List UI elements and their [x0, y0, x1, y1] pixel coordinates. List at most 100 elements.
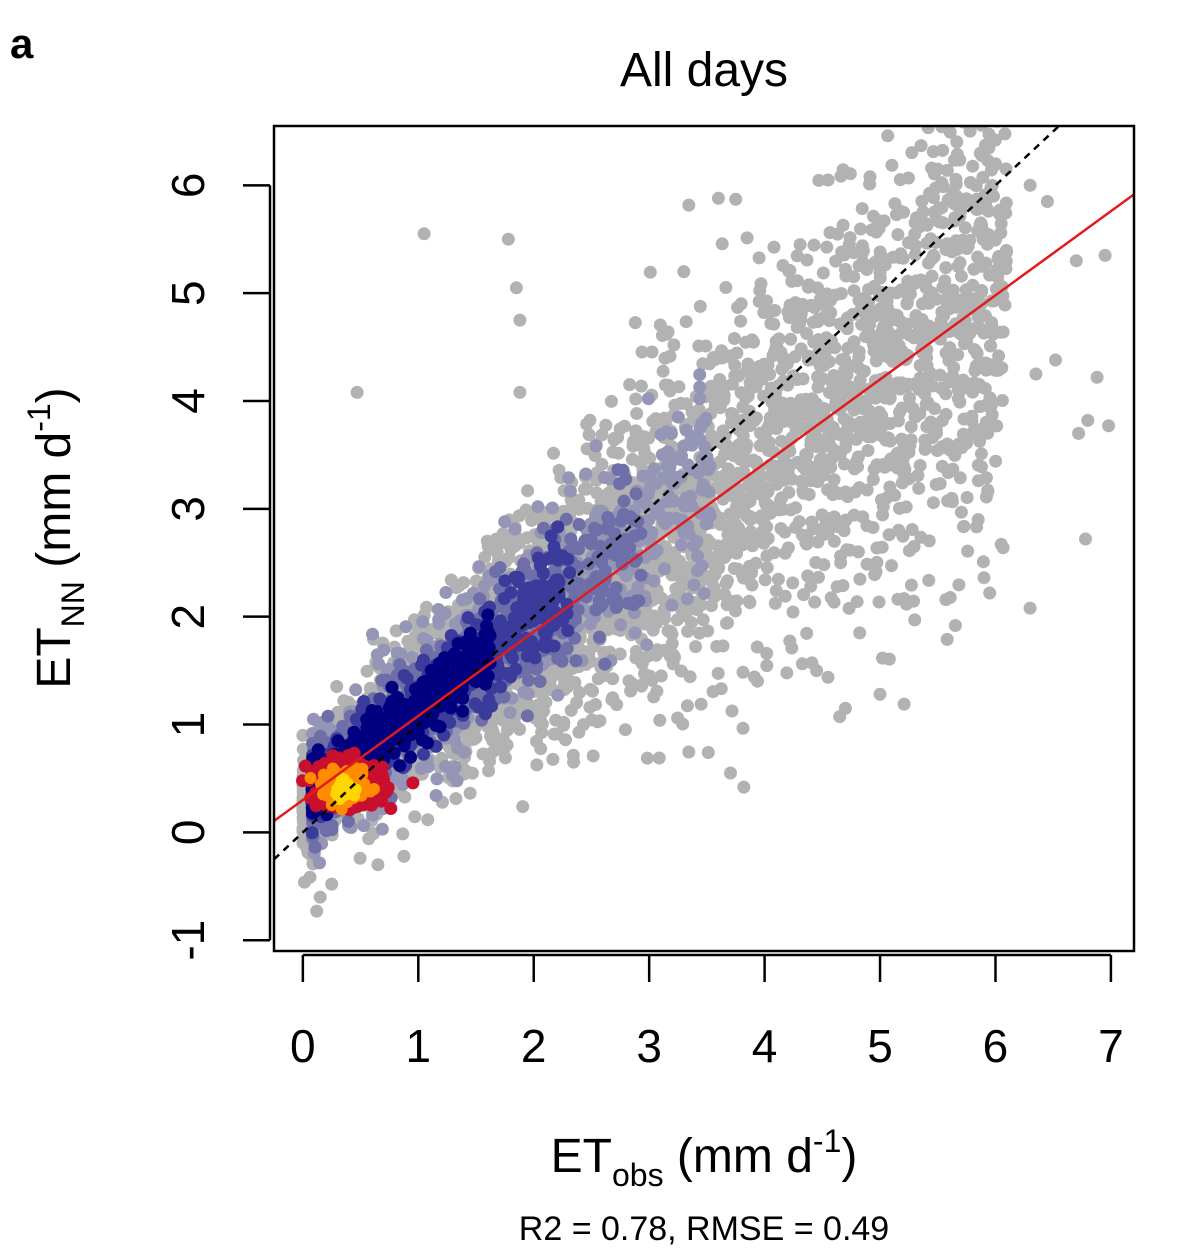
data-point	[896, 251, 910, 265]
data-point	[867, 344, 881, 358]
data-point	[926, 496, 940, 510]
data-point	[629, 392, 643, 406]
data-point	[394, 774, 407, 788]
data-point	[930, 292, 944, 306]
data-point	[698, 440, 712, 454]
data-point	[720, 598, 734, 612]
data-point	[716, 469, 730, 483]
data-point	[902, 445, 916, 459]
data-point	[421, 813, 435, 827]
data-point	[948, 619, 962, 632]
data-point	[853, 626, 867, 640]
data-point	[321, 709, 335, 723]
data-point	[934, 381, 948, 395]
data-point	[893, 405, 906, 419]
data-point	[872, 595, 886, 609]
data-point	[879, 458, 893, 472]
data-point	[611, 431, 625, 444]
data-point	[452, 579, 466, 593]
data-point	[483, 754, 497, 768]
data-point	[449, 792, 463, 806]
data-point	[637, 442, 651, 456]
data-point	[939, 407, 953, 421]
data-point	[622, 674, 636, 688]
data-point	[656, 364, 670, 378]
data-point	[583, 682, 597, 696]
data-point	[963, 234, 977, 247]
data-point	[847, 270, 861, 284]
data-point	[941, 0, 954, 12]
data-point	[897, 592, 911, 606]
data-point	[682, 745, 696, 759]
data-point	[904, 578, 918, 592]
data-point	[977, 571, 991, 585]
data-point	[671, 410, 685, 424]
data-point	[592, 630, 606, 644]
data-point	[472, 560, 486, 574]
data-point	[613, 647, 627, 661]
data-point	[954, 269, 968, 283]
data-point	[914, 139, 928, 153]
data-point	[790, 320, 804, 334]
data-point	[921, 396, 935, 410]
data-point	[800, 537, 814, 551]
data-point	[805, 392, 819, 406]
data-point	[693, 299, 707, 313]
data-point	[693, 392, 707, 406]
data-point	[593, 714, 607, 728]
data-point	[945, 245, 959, 259]
data-point	[940, 163, 954, 177]
data-point	[796, 484, 810, 498]
data-point	[823, 453, 837, 467]
data-point	[786, 576, 800, 590]
data-point	[923, 366, 937, 380]
data-point	[794, 342, 808, 356]
data-point	[372, 657, 386, 671]
data-point	[745, 578, 759, 592]
data-point	[725, 704, 739, 718]
data-point	[882, 528, 896, 542]
data-point	[463, 786, 477, 800]
data-point	[827, 473, 841, 487]
data-point	[869, 565, 883, 579]
data-point	[674, 538, 688, 552]
data-point	[922, 534, 936, 548]
data-point	[885, 158, 899, 172]
data-point	[521, 484, 535, 498]
data-point	[759, 481, 773, 494]
data-point	[614, 618, 628, 632]
data-point	[589, 698, 602, 711]
data-point	[696, 478, 710, 492]
data-point	[908, 239, 922, 253]
data-point	[432, 616, 446, 630]
data-point	[696, 613, 710, 627]
data-point	[827, 534, 841, 548]
data-point	[768, 403, 782, 416]
data-point	[891, 228, 905, 242]
data-point	[823, 386, 836, 400]
data-point	[890, 308, 904, 322]
data-point	[603, 490, 617, 504]
data-point	[995, 394, 1009, 407]
data-point	[665, 637, 679, 651]
data-point	[579, 481, 593, 495]
data-point	[806, 315, 820, 329]
data-point	[866, 521, 880, 534]
data-point	[900, 297, 914, 311]
data-point	[979, 256, 993, 270]
data-point	[817, 528, 830, 541]
data-point	[745, 533, 759, 547]
data-point	[854, 427, 868, 440]
data-point	[792, 420, 806, 434]
data-point	[929, 25, 942, 38]
data-point	[641, 392, 655, 406]
data-point	[767, 467, 781, 481]
data-point	[913, 459, 927, 472]
data-point	[485, 724, 499, 738]
data-point	[547, 727, 561, 741]
data-point	[821, 670, 835, 684]
data-point	[716, 424, 730, 438]
data-point	[920, 351, 934, 365]
data-point	[876, 508, 889, 522]
data-point	[850, 454, 864, 468]
